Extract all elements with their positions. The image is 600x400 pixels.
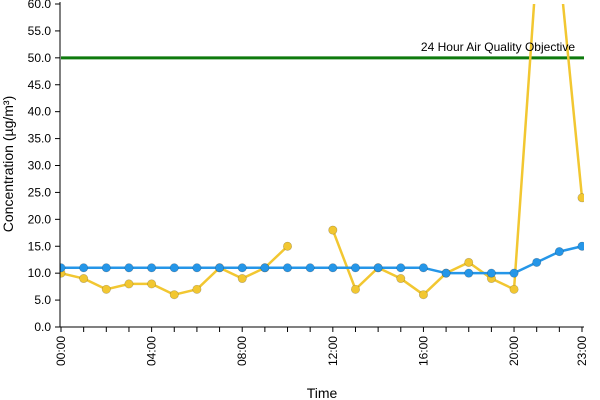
series-line-1 — [61, 245, 583, 275]
data-point — [260, 263, 270, 273]
y-tick-label: 5.0 — [34, 293, 51, 307]
data-point — [328, 225, 338, 235]
y-tick-label: 10.0 — [28, 266, 52, 280]
data-point — [192, 284, 202, 294]
data-point — [147, 263, 157, 273]
data-point — [396, 263, 406, 273]
data-point — [464, 268, 474, 278]
y-tick-label: 25.0 — [28, 185, 52, 199]
y-tick-label: 30.0 — [28, 159, 52, 173]
y-tick-label: 40.0 — [28, 105, 52, 119]
data-point — [79, 274, 89, 284]
x-tick-label: 20:00 — [507, 336, 521, 366]
y-tick-label: 60.0 — [28, 0, 52, 11]
data-point — [283, 241, 293, 251]
x-tick-label: 12:00 — [326, 336, 340, 366]
data-point — [418, 263, 428, 273]
data-point — [532, 257, 542, 267]
data-point — [215, 263, 225, 273]
data-point — [328, 263, 338, 273]
x-tick-label: 23:00 — [575, 336, 589, 366]
y-axis-title: Concentration (µg/m³) — [0, 96, 16, 232]
y-tick-label: 0.0 — [34, 320, 51, 334]
x-tick-label: 16:00 — [416, 336, 430, 366]
axes — [55, 2, 584, 332]
plot-area — [60, 4, 584, 300]
y-tick-label: 50.0 — [28, 51, 52, 65]
x-tick-label: 00:00 — [54, 336, 68, 366]
data-point — [396, 274, 406, 284]
data-point — [192, 263, 202, 273]
data-point — [554, 247, 564, 257]
y-tick-label: 15.0 — [28, 239, 52, 253]
data-point — [124, 263, 134, 273]
data-point — [101, 263, 111, 273]
x-tick-label: 08:00 — [235, 336, 249, 366]
data-point — [124, 279, 134, 289]
data-point — [350, 284, 360, 294]
data-point — [101, 284, 111, 294]
y-tick-label: 55.0 — [28, 24, 52, 38]
reference-line-label: 24 Hour Air Quality Objective — [421, 40, 575, 54]
data-point — [373, 263, 383, 273]
data-point — [464, 257, 474, 267]
y-tick-label: 45.0 — [28, 78, 52, 92]
data-point — [441, 268, 451, 278]
labels: 0.0 5.0 10.0 15.0 20.0 25.0 30.0 35.0 40.0 45.0 50… — [28, 0, 589, 366]
data-point — [169, 263, 179, 273]
data-point — [169, 290, 179, 300]
data-point — [577, 193, 584, 203]
x-axis-title: Time — [307, 385, 338, 400]
data-point — [509, 268, 519, 278]
x-tick-label: 04:00 — [145, 336, 159, 366]
y-tick-label: 35.0 — [28, 132, 52, 146]
data-point — [283, 263, 293, 273]
data-point — [509, 284, 519, 294]
data-point — [418, 290, 428, 300]
y-tick-label: 20.0 — [28, 212, 52, 226]
data-point — [147, 279, 157, 289]
data-point — [577, 241, 584, 251]
data-point — [486, 268, 496, 278]
data-point — [237, 274, 247, 284]
data-point — [305, 263, 315, 273]
data-point — [60, 263, 66, 273]
data-point — [79, 263, 89, 273]
series-line-0 — [331, 4, 584, 296]
data-point — [237, 263, 247, 273]
data-point — [350, 263, 360, 273]
